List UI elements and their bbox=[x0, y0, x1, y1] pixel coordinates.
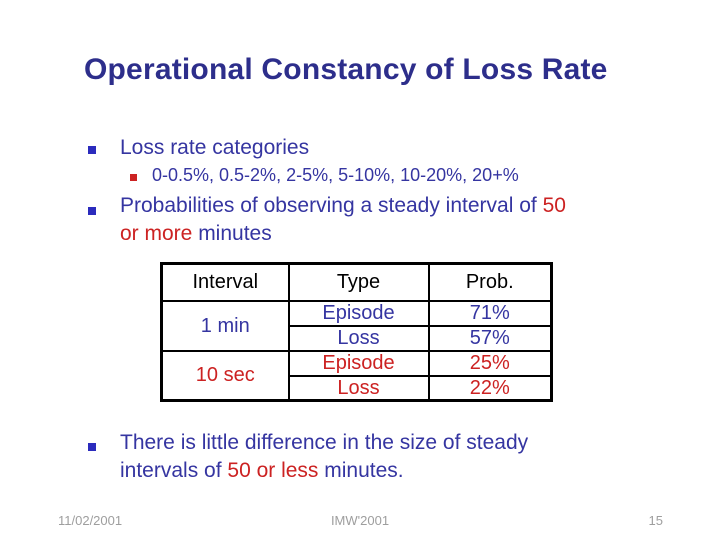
bullet2-line1-blue: Probabilities of observing a steady inte… bbox=[120, 194, 543, 217]
prob-cell: 25% bbox=[427, 349, 553, 377]
header-interval: Interval bbox=[160, 262, 290, 302]
footer-page-number: 15 bbox=[648, 513, 663, 528]
bullet3-line2-blue-post: minutes. bbox=[318, 459, 404, 482]
type-cell: Episode bbox=[287, 299, 430, 327]
bullet3-line2-red: 50 or less bbox=[227, 459, 319, 482]
bullet3-text: There is little difference in the size o… bbox=[120, 429, 528, 485]
type-cell: Loss bbox=[287, 374, 430, 402]
loss-rate-categories-list: 0-0.5%, 0.5-2%, 2-5%, 5-10%, 10-20%, 20+… bbox=[152, 165, 519, 185]
type-cell: Episode bbox=[287, 349, 430, 377]
sub-bullet-square-icon bbox=[130, 174, 137, 181]
slide-footer: IMW'2001 11/02/2001 15 bbox=[0, 513, 720, 529]
bullet3-line2: intervals of 50 or less minutes. bbox=[120, 457, 528, 485]
bullet1-label: Loss rate categories bbox=[120, 136, 310, 159]
prob-cell: 71% bbox=[427, 299, 553, 327]
interval-cell-1min: 1 min bbox=[160, 299, 290, 352]
bullet-square-icon bbox=[88, 146, 96, 154]
bullet2-line2: or more minutes bbox=[120, 220, 566, 248]
prob-cell: 57% bbox=[427, 324, 553, 352]
bullet-square-icon bbox=[88, 207, 96, 215]
table-row: Loss 57% bbox=[162, 324, 553, 352]
bullet2-text: Probabilities of observing a steady inte… bbox=[120, 192, 566, 248]
probability-table: Interval Type Prob. 1 min Episode 71% Lo… bbox=[160, 262, 553, 402]
bullet3-line1: There is little difference in the size o… bbox=[120, 431, 529, 454]
table-row: 10 sec Episode 25% bbox=[160, 349, 553, 402]
prob-cell: 22% bbox=[427, 374, 553, 402]
footer-event: IMW'2001 bbox=[330, 513, 390, 528]
type-cell: Loss bbox=[287, 324, 430, 352]
bullet2-line1-red: 50 bbox=[542, 194, 566, 217]
slide-title: Operational Constancy of Loss Rate bbox=[84, 53, 608, 86]
bullet-square-icon bbox=[88, 443, 96, 451]
bullet2-line1: Probabilities of observing a steady inte… bbox=[120, 192, 566, 220]
bullet2-line2-red: or more bbox=[120, 222, 193, 245]
header-type: Type bbox=[287, 262, 430, 302]
table-row: 1 min Episode 71% bbox=[160, 299, 553, 352]
interval-cell-10sec: 10 sec bbox=[160, 349, 290, 402]
bullet3-line2-blue-pre: intervals of bbox=[120, 459, 228, 482]
footer-date: 11/02/2001 bbox=[58, 513, 123, 528]
header-prob: Prob. bbox=[427, 262, 553, 302]
bullet2-line2-blue: minutes bbox=[192, 222, 272, 245]
table-header-row: Interval Type Prob. bbox=[160, 262, 553, 302]
table-row: Loss 22% bbox=[162, 374, 553, 402]
